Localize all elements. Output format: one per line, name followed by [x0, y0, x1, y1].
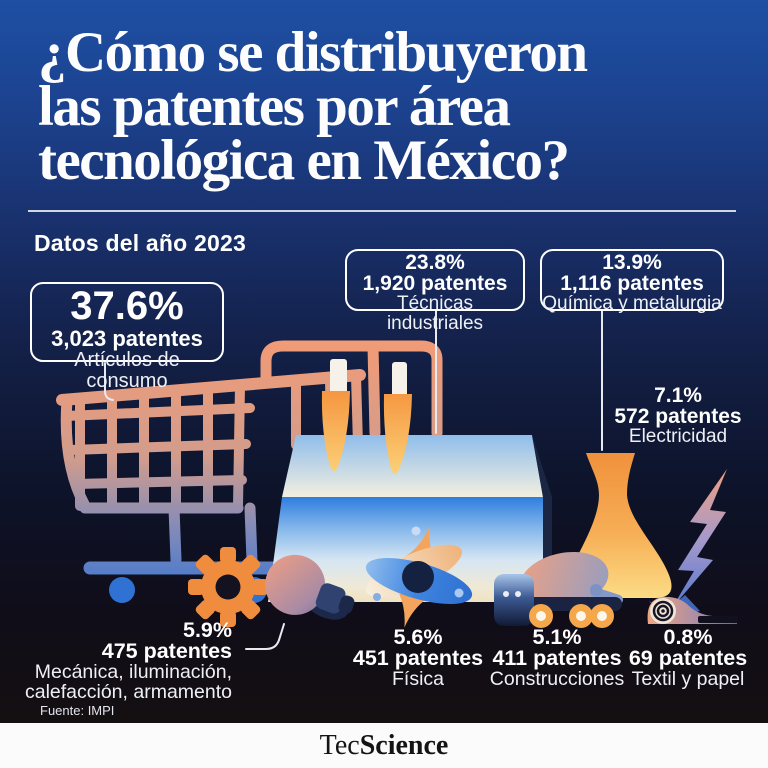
lightbulb-icon: [265, 554, 355, 620]
logo-prefix: Tec: [319, 729, 360, 761]
construcciones-patents: 411 patentes: [492, 646, 622, 670]
source-note: Fuente: IMPI: [40, 703, 115, 718]
gear-icon: [188, 547, 268, 627]
tecscience-logo: TecScience: [320, 730, 449, 762]
label-construcciones: 5.1% 411 patentes Construcciones: [486, 626, 628, 689]
title-line-2: las patentes por área: [38, 75, 511, 138]
industriales-percent: 23.8%: [405, 251, 465, 274]
electricidad-patents: 572 patentes: [614, 405, 742, 428]
textil-patents: 69 patentes: [628, 646, 748, 670]
textil-label: Textil y papel: [631, 668, 745, 690]
title-line-1: ¿Cómo se distribuyeron: [38, 21, 588, 84]
construcciones-label: Construcciones: [489, 668, 625, 690]
chimney-icon: [321, 359, 412, 474]
callout-quimica: 13.9% 1,116 patentes Química y metalurgi…: [540, 249, 724, 314]
electricidad-percent: 7.1%: [654, 384, 702, 407]
callout-consumo: 37.6% 3,023 patentes Artículos de consum…: [30, 282, 224, 392]
title-line-3: tecnológica en México?: [38, 129, 570, 192]
connector-mecanica: [245, 623, 285, 650]
label-fisica: 5.6% 451 patentes Física: [352, 626, 484, 689]
logo-suffix: Science: [359, 729, 449, 761]
callout-connectors: [104, 310, 603, 650]
callout-industriales: 23.8% 1,920 patentes Técnicas industrial…: [345, 249, 525, 334]
mecanica-patents: 475 patentes: [101, 639, 232, 663]
quimica-percent: 13.9%: [602, 251, 662, 274]
label-mecanica: 5.9% 475 patentes Mecánica, iluminación,…: [8, 619, 232, 702]
shopping-cart-icon: [56, 340, 443, 603]
consumo-label: Artículos de consumo: [74, 349, 180, 392]
textil-percent: 0.8%: [663, 625, 713, 649]
page-title: ¿Cómo se distribuyeron las patentes por …: [38, 21, 738, 192]
mecanica-percent: 5.9%: [182, 618, 232, 642]
quimica-label: Química y metalurgia: [542, 293, 722, 314]
truck-wheel-icon: [529, 604, 614, 628]
construcciones-percent: 5.1%: [532, 625, 582, 649]
fisica-label: Física: [391, 668, 444, 690]
callout-electricidad: 7.1% 572 patentes Electricidad: [608, 384, 748, 447]
consumo-percent: 37.6%: [70, 284, 184, 328]
consumo-patents: 3,023 patentes: [51, 326, 203, 351]
paper-roll-icon: [647, 596, 738, 624]
factory-icon: [268, 359, 552, 602]
fisica-percent: 5.6%: [393, 625, 443, 649]
mecanica-label-line1: Mecánica, iluminación,: [34, 661, 232, 683]
title-divider: [28, 210, 736, 212]
mecanica-label-line2: calefacción, armamento: [24, 681, 232, 703]
label-textil: 0.8% 69 patentes Textil y papel: [622, 626, 754, 689]
industriales-label: Técnicas industriales: [386, 293, 484, 334]
footer-bar: TecScience: [0, 723, 768, 768]
connector-consumo: [104, 362, 114, 401]
fisica-patents: 451 patentes: [352, 646, 484, 670]
quimica-patents: 1,116 patentes: [560, 272, 704, 295]
industriales-patents: 1,920 patentes: [362, 272, 508, 295]
subtitle-year: Datos del año 2023: [34, 230, 246, 256]
mixer-truck-icon: [494, 551, 624, 628]
electricidad-label: Electricidad: [628, 426, 728, 447]
atom-icon: [365, 526, 473, 628]
